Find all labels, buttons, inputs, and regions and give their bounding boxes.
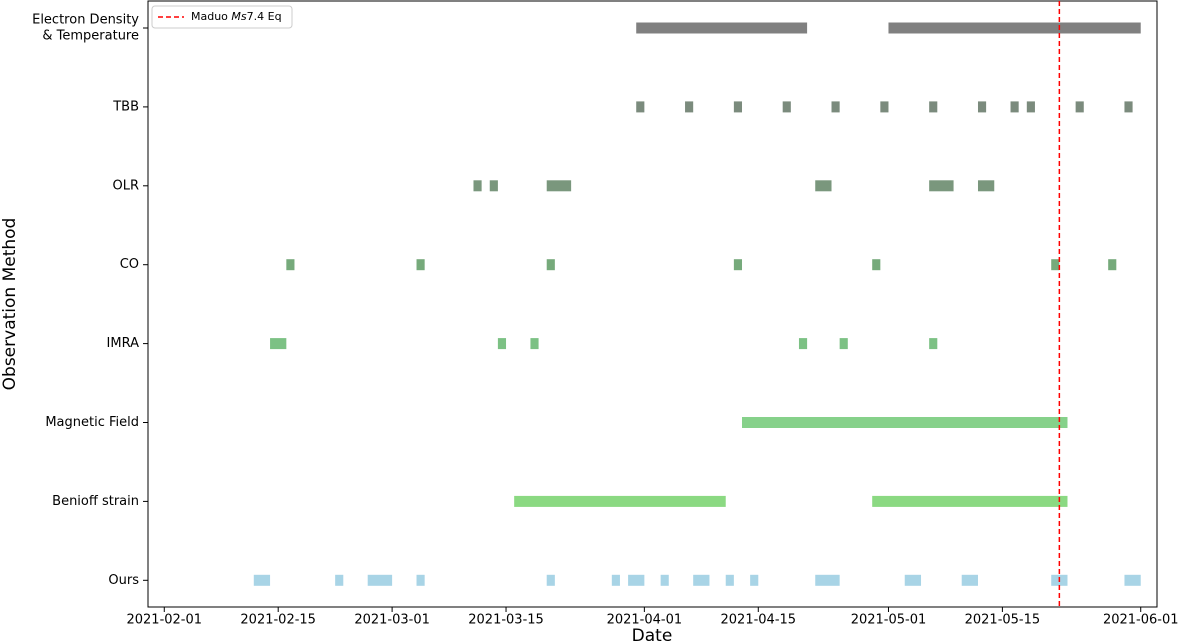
legend-box	[151, 5, 293, 29]
segment-bar	[1026, 101, 1035, 113]
y-tick-label: TBB	[112, 99, 139, 114]
segment-bar	[929, 338, 938, 350]
segment-bar	[1051, 259, 1060, 271]
x-tick-label: 2021-03-15	[468, 613, 544, 628]
segment-bar	[782, 101, 791, 113]
segment-bar	[929, 101, 938, 113]
x-tick-label: 2021-03-01	[354, 613, 430, 628]
segment-bar	[815, 180, 832, 192]
segment-bar	[530, 338, 539, 350]
plot-frame	[147, 0, 1158, 608]
segment-bar	[611, 574, 620, 586]
segment-bar	[872, 495, 1068, 507]
segment-bar	[1108, 259, 1117, 271]
segment-bar	[636, 101, 645, 113]
segment-bar	[839, 338, 848, 350]
x-axis-label: Date	[632, 626, 673, 644]
y-tick-label: Benioff strain	[52, 494, 139, 509]
segment-bar	[514, 495, 726, 507]
y-tick-label: CO	[120, 257, 139, 272]
segment-bar	[489, 180, 498, 192]
segment-bar	[742, 417, 1068, 428]
segment-bar	[977, 180, 995, 192]
x-tick-label: 2021-04-01	[607, 613, 683, 628]
y-tick-label: OLR	[112, 178, 139, 193]
segment-bar	[335, 574, 344, 586]
segment-bar	[904, 574, 922, 586]
segment-bar	[286, 259, 295, 271]
x-tick-label: 2021-04-15	[721, 613, 797, 628]
segment-bar	[473, 180, 482, 192]
segment-bar	[546, 259, 555, 271]
segment-bar	[660, 574, 669, 586]
y-axis-label: Observation Method	[0, 218, 20, 391]
segment-bar	[831, 101, 840, 113]
x-tick-label: 2021-05-15	[965, 613, 1041, 628]
legend-label-part: 7.4 Eq	[247, 10, 282, 23]
segment-bar	[1124, 101, 1133, 113]
segment-bar	[929, 180, 954, 192]
y-tick-label: Ours	[108, 573, 139, 588]
legend-label-part: Maduo	[191, 10, 231, 23]
x-tick-label: 2021-02-15	[240, 613, 316, 628]
segment-bar	[961, 574, 978, 586]
segment-bar	[270, 338, 287, 350]
segment-bar	[880, 101, 889, 113]
y-tick-label: Magnetic Field	[45, 415, 139, 430]
segment-bar	[977, 101, 987, 113]
segment-bar	[416, 259, 425, 271]
segment-bar	[546, 574, 555, 586]
y-tick-label: IMRA	[107, 336, 140, 351]
segment-bar	[725, 574, 734, 586]
segment-bar	[636, 22, 808, 34]
x-tick-label: 2021-06-01	[1103, 613, 1179, 628]
segment-bar	[1010, 101, 1019, 113]
segment-bar	[798, 338, 808, 350]
segment-bar	[546, 180, 572, 192]
segment-bar	[685, 101, 694, 113]
segment-bar	[693, 574, 710, 586]
segment-bar	[750, 574, 759, 586]
y-tick-label: Electron Density	[32, 13, 139, 28]
legend-label-part: Ms	[231, 10, 246, 23]
x-tick-label: 2021-05-01	[851, 613, 927, 628]
segment-bar	[815, 574, 840, 586]
segment-bar	[367, 574, 393, 586]
legend-label: Maduo Ms7.4 Eq	[191, 10, 282, 23]
segment-bar	[733, 259, 743, 271]
x-tick-label: 2021-02-01	[126, 613, 202, 628]
segment-bar	[416, 574, 425, 586]
y-tick-label: & Temperature	[42, 29, 139, 44]
segment-bar	[888, 22, 1141, 34]
segment-bar	[872, 259, 881, 271]
segment-bar	[1075, 101, 1084, 113]
segment-bar	[628, 574, 645, 586]
segment-bar	[253, 574, 271, 586]
segment-bar	[497, 338, 507, 350]
segment-bar	[1124, 574, 1141, 586]
segment-bar	[733, 101, 743, 113]
